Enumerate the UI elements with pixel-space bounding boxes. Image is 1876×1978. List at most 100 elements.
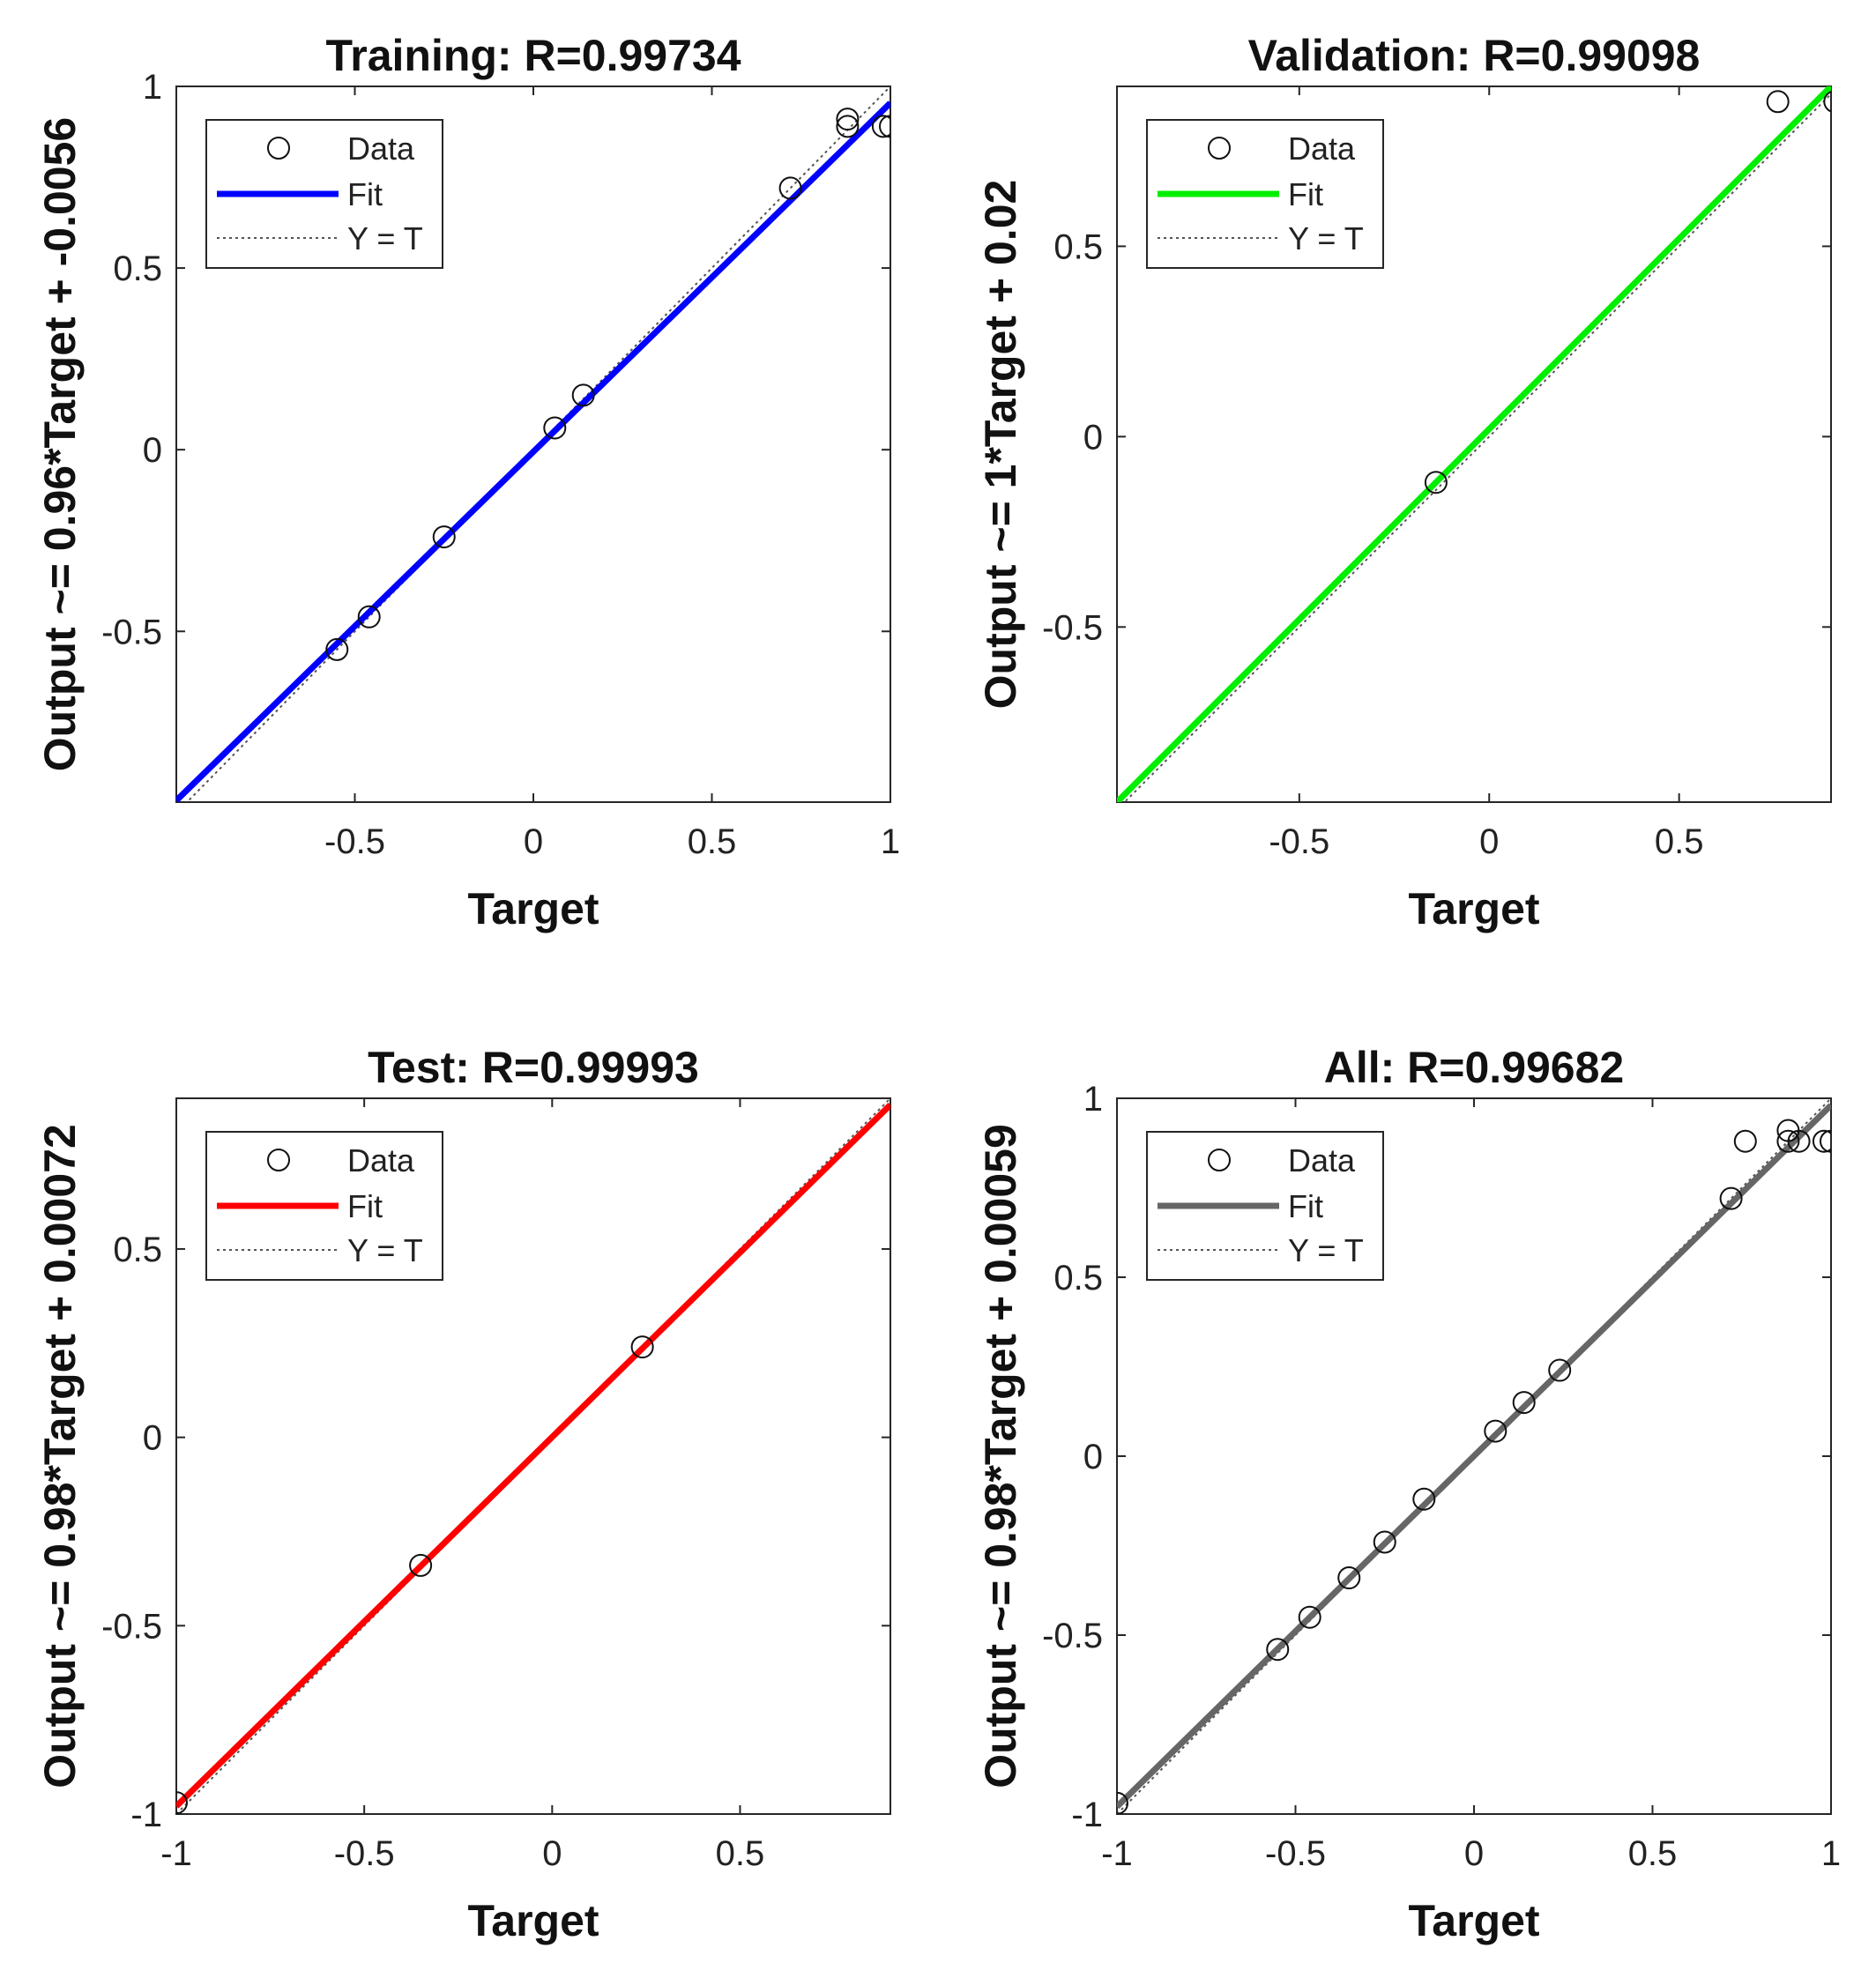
data-point [630,1335,654,1359]
y-tick-label: -0.5 [101,613,162,651]
fit-line [1117,1103,1831,1810]
data-point [1412,1487,1436,1511]
y-tick-label: 0 [1083,1438,1103,1476]
identity-line [1123,93,1831,802]
x-tick-label: 0 [1464,1834,1484,1873]
identity-line [176,1098,890,1814]
data-point [1812,1129,1831,1153]
x-axis-label: Target [467,1896,599,1945]
x-tick-label: -0.5 [334,1834,395,1873]
data-point [1484,1419,1508,1443]
data-point [1776,1129,1800,1153]
x-tick-label: 0.5 [716,1834,765,1873]
x-tick-label: 0.5 [688,822,737,861]
data-point [1823,91,1831,113]
chart-title: Training: R=0.99734 [325,31,741,80]
chart-title: Test: R=0.99993 [368,1043,699,1092]
y-tick-label: 0.5 [1053,227,1103,266]
data-point [325,637,349,661]
data-point [1719,1186,1743,1210]
plot-content [176,86,890,802]
fit-line [176,1102,890,1809]
y-tick-label: -0.5 [1042,608,1103,647]
legend-label-fit: Fit [1288,1188,1323,1224]
y-axis-label: Output ~= 1*Target + 0.02 [976,180,1025,710]
x-tick-label: -0.5 [1269,822,1329,861]
panel-3: -1 -0.5 0 0.5 -1 -0.5 0 0.5 Data Fit Y = T Test: R=… [35,1043,891,1945]
data-point [778,176,802,200]
x-tick-label: 0 [524,822,543,861]
y-tick-label: 0.5 [1053,1259,1103,1298]
data-point [836,108,860,131]
legend-label-fit: Fit [347,1188,383,1224]
x-tick-label: 0 [542,1834,562,1873]
x-tick-label: -0.5 [324,822,385,861]
x-axis-label: Target [1408,884,1539,933]
data-point [357,605,381,628]
data-point [836,115,860,138]
legend-label-fit: Fit [347,176,383,212]
plot-content [1117,86,1831,802]
data-point [1548,1358,1572,1382]
legend-label-identity: Y = T [1288,1232,1364,1268]
legend-label-data: Data [1288,1142,1356,1179]
x-tick-label: -0.5 [1265,1834,1326,1873]
x-tick-label: -1 [1101,1834,1133,1873]
legend-data-marker [1208,137,1231,160]
y-tick-label: 0 [143,1419,162,1458]
x-tick-label: 0 [1479,822,1499,861]
data-point [1298,1605,1321,1629]
data-point [871,115,890,138]
y-axis-label: Output ~= 0.96*Target + -0.0056 [35,117,85,771]
data-point [571,383,595,407]
panel-4: -1 -0.5 0 0.5 1 -1 -0.5 0 0.5 1 Data Fit Y = T All: R… [976,1043,1841,1945]
plot-content [1117,1098,1831,1814]
y-axis-label: Output ~= 0.98*Target + 0.00059 [976,1124,1025,1788]
data-point [879,115,890,138]
legend-label-data: Data [347,130,415,167]
x-tick-label: -1 [160,1834,192,1873]
y-tick-label: 0 [143,431,162,470]
x-axis-label: Target [1408,1896,1539,1945]
y-tick-label: 0 [1083,418,1103,457]
data-point [1820,1129,1831,1153]
y-axis-label: Output ~= 0.98*Target + 0.00072 [35,1124,85,1788]
y-tick-label: -1 [1071,1796,1103,1834]
x-axis-label: Target [467,884,599,933]
data-point [1766,90,1790,114]
legend-label-fit: Fit [1288,176,1323,212]
data-point [176,1791,188,1814]
data-point [409,1553,433,1577]
x-tick-label: 1 [881,822,900,861]
legend-data-marker [267,137,290,160]
y-tick-label: 1 [1083,1080,1103,1119]
y-tick-label: 1 [143,68,162,107]
y-tick-label: 0.5 [113,1231,162,1269]
data-point [1266,1638,1290,1662]
legend-data-marker [267,1149,290,1171]
data-point [1787,1129,1811,1153]
y-tick-label: 0.5 [113,249,162,288]
legend-label-data: Data [347,1142,415,1179]
data-point [432,525,456,549]
y-tick-label: -1 [130,1796,162,1834]
plot-content [176,1098,890,1814]
legend: Data Fit Y = T [205,1131,443,1281]
legend-label-identity: Y = T [347,1232,423,1268]
fit-line [1117,86,1831,802]
data-point [1373,1530,1396,1554]
legend-label-data: Data [1288,130,1356,167]
legend-label-identity: Y = T [347,220,423,257]
y-tick-label: -0.5 [1042,1617,1103,1655]
chart-title: Validation: R=0.99098 [1248,31,1701,80]
panel-1: -0.5 0 0.5 1 -0.5 0 0.5 1 Data Fit Y = T Training: … [35,31,900,933]
legend-label-identity: Y = T [1288,220,1364,257]
data-point [1512,1391,1536,1415]
x-tick-label: 0.5 [1655,822,1704,861]
legend-data-marker [1208,1149,1231,1171]
panel-2: -0.5 0 0.5 -0.5 0 0.5 Data Fit Y = T Validation: … [976,31,1832,933]
data-point [543,416,567,440]
data-point [1424,471,1448,494]
data-point [1337,1566,1361,1590]
